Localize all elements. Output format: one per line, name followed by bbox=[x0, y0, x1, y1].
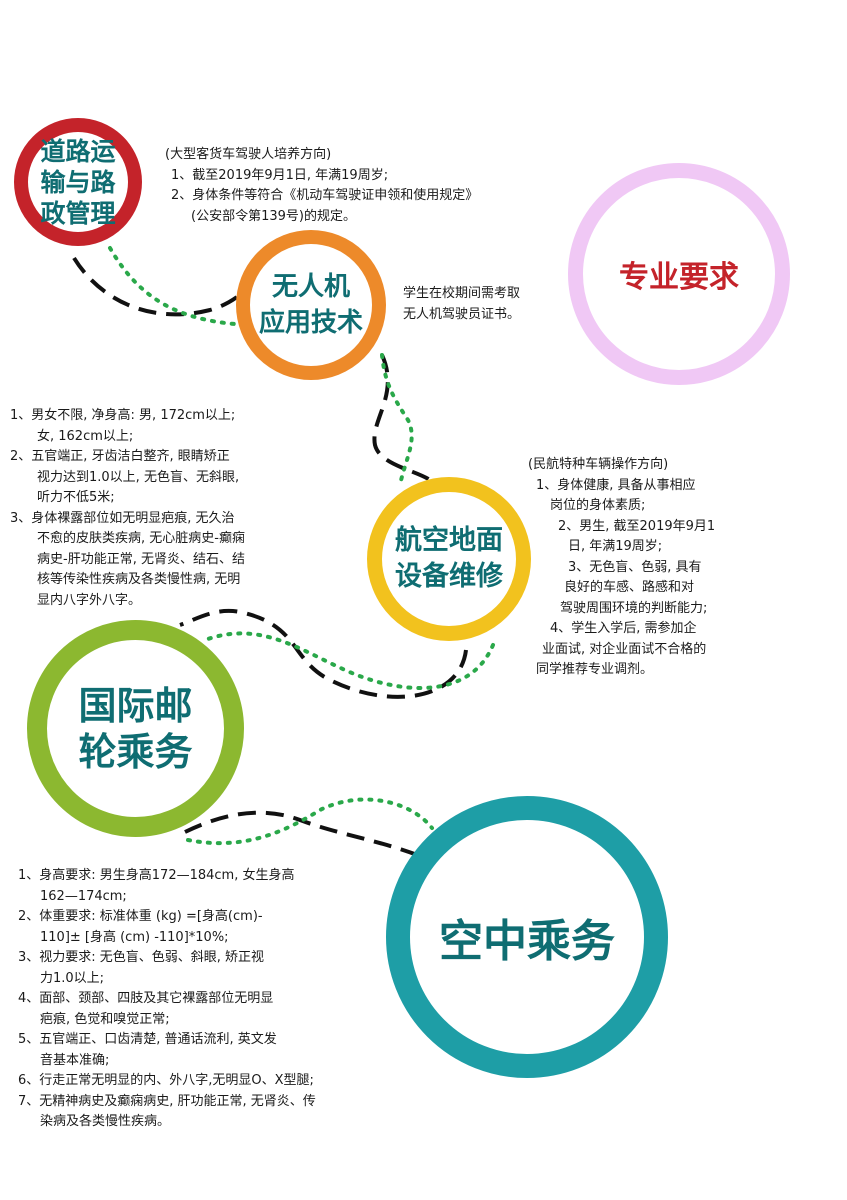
label-line: 空中乘务 bbox=[439, 916, 615, 967]
node-cruise-service: 国际邮 轮乘务 bbox=[27, 620, 244, 837]
note-line: 染病及各类慢性疾病。 bbox=[40, 1114, 171, 1129]
note-line: 同学推荐专业调剂。 bbox=[536, 662, 654, 677]
note-line: 6、行走正常无明显的内、外八字,无明显O、X型腿; bbox=[18, 1073, 314, 1088]
dashed-connector bbox=[179, 608, 468, 699]
node-drone-tech-label: 无人机 应用技术 bbox=[259, 269, 363, 341]
node-flight-attendant: 空中乘务 bbox=[386, 796, 668, 1078]
node-flight-attendant-label: 空中乘务 bbox=[439, 905, 615, 969]
dotted-connector bbox=[380, 353, 414, 487]
note-line: (公安部令第139号)的规定。 bbox=[191, 208, 356, 224]
note-line: 音基本准确; bbox=[40, 1052, 110, 1068]
note-line: 1、男女不限, 净身高: 男, 172cm以上; bbox=[10, 408, 236, 423]
dashed-connector bbox=[372, 354, 432, 482]
label-line: 道路运 bbox=[40, 136, 116, 166]
note-line: 1、身高要求: 男生身高172—184cm, 女生身高 bbox=[18, 868, 295, 883]
note-line: 3、视力要求: 无色盲、色弱、斜眼, 矫正视 bbox=[18, 950, 265, 965]
note-line: 7、无精神病史及癫痫病史, 肝功能正常, 无肾炎、传 bbox=[18, 1093, 316, 1109]
note-line: 力1.0以上; bbox=[40, 970, 105, 986]
note-line: 5、五官端正、口齿清楚, 普通话流利, 英文发 bbox=[18, 1032, 277, 1047]
note-line: 女, 162cm以上; bbox=[37, 428, 134, 444]
note-line: 业面试, 对企业面试不合格的 bbox=[542, 641, 707, 657]
label-line: 设备维修 bbox=[395, 561, 503, 592]
note-line: 3、无色盲、色弱, 具有 bbox=[568, 559, 702, 575]
label-line: 应用技术 bbox=[258, 308, 363, 338]
note-flight-attendant: 1、身高要求: 男生身高172—184cm, 女生身高 162—174cm; 2… bbox=[18, 866, 378, 1133]
node-requirements-label: 专业要求 bbox=[619, 252, 739, 296]
note-line: 疤痕, 色觉和嗅觉正常; bbox=[40, 1011, 170, 1027]
note-line: 日, 年满19周岁; bbox=[568, 539, 663, 554]
note-line: 1、截至2019年9月1日, 年满19周岁; bbox=[171, 167, 389, 183]
note-line: 驾驶周围环境的判断能力; bbox=[560, 600, 708, 616]
note-line: (民航特种车辆操作方向) bbox=[528, 457, 669, 472]
note-line: 2、五官端正, 牙齿洁白整齐, 眼睛矫正 bbox=[10, 449, 230, 464]
note-line: 良好的车感、路感和对 bbox=[564, 580, 695, 595]
note-line: 不愈的皮肤类疾病, 无心脏病史-癫痫 bbox=[37, 531, 245, 546]
note-aviation-ground: (民航特种车辆操作方向) 1、身体健康, 具备从事相应 岗位的身体素质; 2、男… bbox=[528, 455, 828, 681]
note-line: 2、男生, 截至2019年9月1 bbox=[558, 518, 716, 534]
note-line: 听力不低5米; bbox=[37, 490, 115, 505]
note-line: (大型客货车驾驶人培养方向) bbox=[165, 147, 332, 162]
note-line: 162—174cm; bbox=[40, 888, 127, 904]
note-line: 2、体重要求: 标准体重 (kg) =[身高(cm)- bbox=[18, 909, 263, 924]
label-line: 专业要求 bbox=[619, 260, 739, 295]
label-line: 输与路 bbox=[40, 167, 116, 197]
dotted-connector bbox=[186, 797, 434, 846]
note-line: 1、身体健康, 具备从事相应 bbox=[536, 477, 696, 493]
note-line: 学生在校期间需考取 bbox=[403, 286, 521, 301]
label-line: 国际邮 bbox=[78, 683, 193, 728]
note-line: 无人机驾驶员证书。 bbox=[403, 306, 521, 322]
node-cruise-service-label: 国际邮 轮乘务 bbox=[78, 683, 192, 775]
note-line: 显内八字外八字。 bbox=[37, 592, 142, 608]
note-line: 4、学生入学后, 需参加企 bbox=[550, 621, 697, 636]
note-line: 4、面部、颈部、四肢及其它裸露部位无明显 bbox=[18, 991, 274, 1006]
node-aviation-ground-label: 航空地面 设备维修 bbox=[395, 523, 503, 595]
note-road-transport: (大型客货车驾驶人培养方向) 1、截至2019年9月1日, 年满19周岁; 2、… bbox=[165, 145, 545, 227]
note-cruise-service: 1、男女不限, 净身高: 男, 172cm以上; 女, 162cm以上; 2、五… bbox=[10, 406, 310, 611]
note-drone-tech: 学生在校期间需考取 无人机驾驶员证书。 bbox=[403, 284, 573, 325]
note-line: 3、身体裸露部位如无明显疤痕, 无久治 bbox=[10, 510, 235, 526]
node-requirements: 专业要求 bbox=[568, 163, 790, 385]
note-line: 110]± [身高 (cm) -110]*10%; bbox=[40, 929, 229, 945]
label-line: 轮乘务 bbox=[78, 729, 193, 774]
label-line: 无人机 bbox=[271, 272, 350, 302]
label-line: 政管理 bbox=[40, 198, 116, 228]
node-road-transport: 道路运 输与路 政管理 bbox=[14, 118, 142, 246]
node-aviation-ground: 航空地面 设备维修 bbox=[367, 477, 531, 641]
note-line: 2、身体条件等符合《机动车驾驶证申领和使用规定》 bbox=[171, 188, 479, 203]
note-line: 核等传染性疾病及各类慢性病, 无明 bbox=[37, 572, 241, 587]
note-line: 病史-肝功能正常, 无肾炎、结石、结 bbox=[37, 551, 245, 567]
note-line: 视力达到1.0以上, 无色盲、无斜眼, bbox=[37, 469, 240, 485]
dashed-connector bbox=[184, 810, 426, 860]
node-road-transport-label: 道路运 输与路 政管理 bbox=[40, 136, 115, 229]
note-line: 岗位的身体素质; bbox=[550, 498, 646, 513]
dotted-connector bbox=[108, 246, 252, 327]
label-line: 航空地面 bbox=[395, 525, 503, 556]
node-drone-tech: 无人机 应用技术 bbox=[236, 230, 386, 380]
